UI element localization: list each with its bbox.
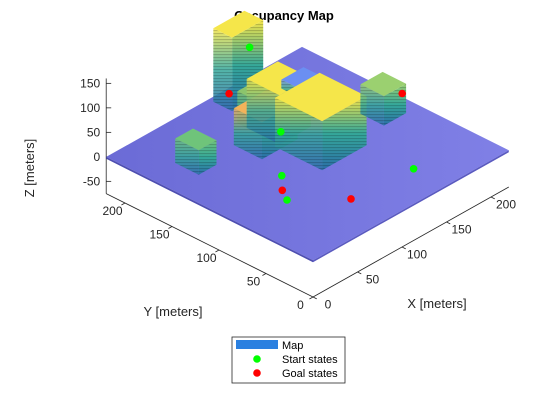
x-tick-label: 0 (325, 298, 332, 312)
ground-edge-left (106, 156, 313, 263)
x-tick-label: 100 (407, 248, 427, 262)
start-state-point (409, 165, 418, 173)
z-axis-label: Z [meters] (22, 139, 37, 198)
y-axis-label: Y [meters] (143, 304, 202, 319)
legend-map-swatch (236, 340, 278, 349)
y-tick-mark (262, 273, 267, 276)
y-axis-line (106, 193, 314, 298)
legend-label-start-states: Start states (282, 354, 338, 366)
map-surface (106, 10, 509, 263)
x-tick-mark (312, 296, 317, 300)
z-tick-label: 50 (87, 125, 101, 139)
building-top-face (275, 72, 367, 122)
legend: Map Start states Goal states (231, 336, 346, 384)
start-state-point (245, 43, 254, 52)
x-tick-label: 200 (496, 198, 516, 212)
axes: 0 50 100 150 200 0 50 100 150 200 -50 0 50 100 150 (80, 76, 516, 312)
y-tick-label: 150 (149, 228, 169, 242)
x-tick-label: 150 (451, 223, 471, 237)
building-left-hatch (213, 28, 233, 112)
y-tick-label: 200 (102, 204, 122, 218)
state-points (225, 43, 418, 204)
z-tick-label: 0 (94, 150, 101, 164)
x-axis-label: X [meters] (407, 296, 466, 311)
building-left-hatch (360, 84, 384, 126)
legend-label-goal-states: Goal states (282, 368, 338, 380)
z-tick-label: 100 (80, 101, 100, 115)
building-front-hatch (322, 96, 367, 171)
legend-label-map: Map (282, 340, 303, 352)
goal-state-point (347, 195, 355, 203)
building-left-hatch (275, 97, 323, 171)
x-tick-mark (357, 271, 362, 275)
building (275, 72, 367, 171)
ground-edge-front (313, 150, 509, 263)
x-tick-mark (446, 221, 451, 225)
goal-state-point (398, 89, 407, 98)
building-left-hatch (246, 78, 280, 145)
y-tick-mark (215, 249, 220, 253)
start-state-point (283, 196, 291, 204)
x-axis-line (312, 186, 509, 298)
legend-goal-marker (253, 369, 261, 377)
building-front-hatch (198, 140, 217, 175)
building-top-face (175, 128, 217, 151)
z-tick-label: 150 (80, 76, 100, 90)
legend-start-marker (253, 355, 261, 363)
x-tick-label: 50 (366, 273, 380, 287)
x-tick-mark (490, 196, 495, 200)
y-tick-label: 50 (247, 275, 261, 289)
goal-state-point (225, 89, 233, 98)
building-top-face (360, 71, 407, 97)
building-top-face (213, 10, 264, 38)
y-tick-mark (309, 296, 314, 300)
start-state-point (277, 128, 285, 136)
z-tick-label: -50 (83, 174, 101, 188)
y-tick-mark (168, 226, 173, 229)
start-state-point (278, 171, 286, 180)
y-tick-mark (121, 202, 126, 206)
y-tick-label: 100 (196, 251, 216, 265)
building-top-face (246, 61, 311, 96)
goal-state-point (278, 186, 287, 195)
y-tick-label: 0 (297, 298, 304, 312)
building (175, 128, 217, 175)
building-left-hatch (175, 138, 199, 175)
x-tick-mark (401, 246, 406, 250)
